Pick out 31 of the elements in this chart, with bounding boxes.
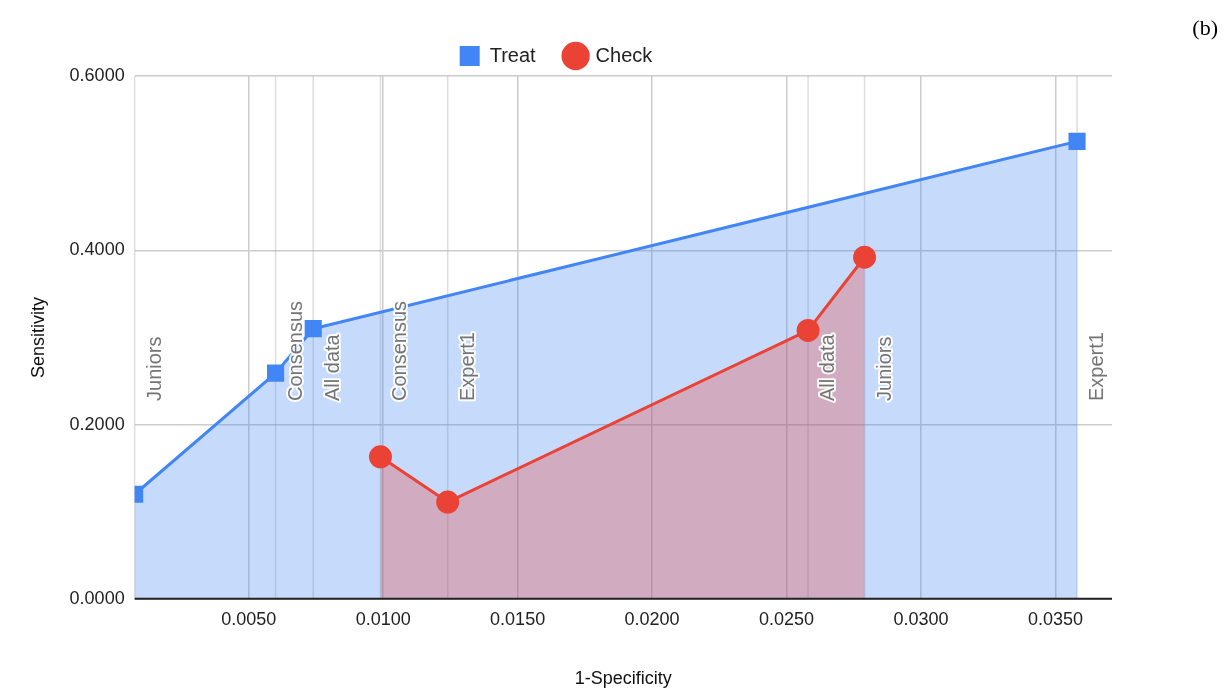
- legend-label: Treat: [489, 43, 537, 66]
- x-tick-label: 0.0250: [759, 608, 815, 629]
- point: [436, 490, 460, 514]
- y-tick-label: 0.6000: [69, 64, 125, 85]
- x-tick-label: 0.0350: [1027, 608, 1084, 629]
- point: [304, 320, 322, 338]
- ref-line-label: Juniors: [142, 336, 165, 401]
- ref-line-label: All data: [816, 333, 839, 401]
- ref-line-label: Consensus: [283, 300, 306, 401]
- point: [267, 364, 285, 382]
- point: [853, 245, 877, 269]
- ref-line-label: Expert1: [1085, 332, 1108, 401]
- y-tick-label: 0.4000: [69, 239, 125, 260]
- x-tick-label: 0.0050: [221, 608, 277, 629]
- y-tick-label: 0.2000: [69, 413, 125, 434]
- x-tick-label: 0.0200: [624, 608, 680, 629]
- point: [796, 318, 820, 342]
- y-axis-title: Sensitivity: [27, 296, 48, 378]
- text: (b): [1192, 14, 1218, 40]
- ref-line-label: All data: [321, 333, 344, 401]
- x-axis-title: 1-Specificity: [574, 668, 672, 689]
- x-tick-label: 0.0100: [355, 608, 411, 629]
- x-tick-label: 0.0150: [490, 608, 546, 629]
- legend-label: Check: [595, 43, 654, 66]
- point: [1068, 132, 1086, 150]
- ref-line-label: Expert1: [455, 332, 478, 401]
- y-tick-label: 0.0000: [69, 587, 125, 608]
- ref-line-label: Juniors: [872, 336, 895, 401]
- x-tick-label: 0.0300: [893, 608, 949, 629]
- ref-line-label: Consensus: [388, 300, 411, 401]
- point: [368, 445, 392, 469]
